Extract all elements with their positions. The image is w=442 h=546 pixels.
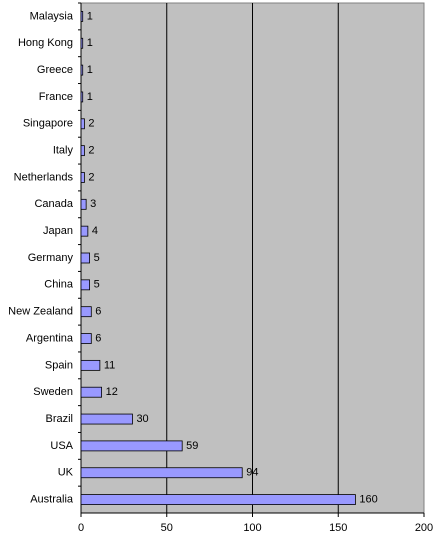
y-tick-label: Canada: [34, 198, 73, 210]
y-tick-label: Greece: [37, 64, 73, 76]
data-label: 1: [87, 37, 93, 49]
bar: [80, 198, 87, 210]
x-tick-label: 200: [415, 522, 433, 534]
bar: [80, 413, 133, 425]
data-label: 1: [87, 10, 93, 22]
y-tick-label: France: [39, 91, 73, 103]
x-tick-label: 100: [243, 522, 261, 534]
data-label: 6: [95, 306, 101, 318]
bar: [80, 64, 84, 76]
y-tick-label: Hong Kong: [18, 37, 73, 49]
bar: [80, 386, 102, 398]
y-tick-label: Australia: [30, 493, 74, 505]
data-label: 1: [87, 64, 93, 76]
y-tick-label: Argentina: [26, 332, 74, 344]
x-tick-label: 50: [161, 522, 173, 534]
data-label: 2: [88, 171, 94, 183]
data-label: 2: [88, 145, 94, 157]
bar: [80, 91, 84, 103]
bar: [80, 333, 92, 344]
data-label: 5: [94, 252, 100, 264]
y-tick-label: Italy: [53, 145, 74, 157]
data-label: 1: [87, 91, 93, 103]
y-tick-label: Japan: [43, 225, 73, 237]
bar: [80, 252, 90, 264]
data-label: 160: [359, 493, 377, 505]
y-tick-label: Brazil: [45, 413, 73, 425]
y-tick-label: Sweden: [33, 386, 73, 398]
bar: [80, 467, 243, 479]
y-tick-label: UK: [58, 467, 74, 479]
y-tick-label: Singapore: [23, 118, 73, 130]
bar: [80, 118, 85, 130]
bar: [80, 279, 90, 291]
y-tick-label: China: [44, 279, 74, 291]
y-tick-label: USA: [50, 440, 73, 452]
data-label: 12: [106, 386, 118, 398]
bar: [80, 11, 84, 22]
data-label: 4: [92, 225, 98, 237]
data-label: 11: [104, 359, 115, 371]
y-tick-label: Malaysia: [30, 10, 74, 22]
data-label: 6: [95, 332, 101, 344]
bar: [80, 225, 89, 237]
x-tick-label: 0: [78, 522, 84, 534]
y-tick-label: Germany: [28, 252, 74, 264]
bar: [80, 306, 92, 318]
y-tick-label: New Zealand: [8, 306, 73, 318]
bar: [80, 440, 183, 452]
data-label: 94: [246, 467, 258, 479]
y-tick-label: Spain: [45, 359, 73, 371]
data-label: 3: [90, 198, 96, 210]
data-label: 5: [94, 279, 100, 291]
y-tick-label: Netherlands: [14, 171, 74, 183]
data-label: 59: [186, 440, 198, 452]
x-tick-label: 150: [329, 522, 347, 534]
bar: [80, 37, 84, 49]
data-label: 30: [136, 413, 148, 425]
data-label: 2: [88, 118, 94, 130]
bar: [80, 172, 85, 183]
bar: [80, 359, 101, 371]
bar: [80, 145, 85, 157]
bar: [80, 494, 356, 505]
